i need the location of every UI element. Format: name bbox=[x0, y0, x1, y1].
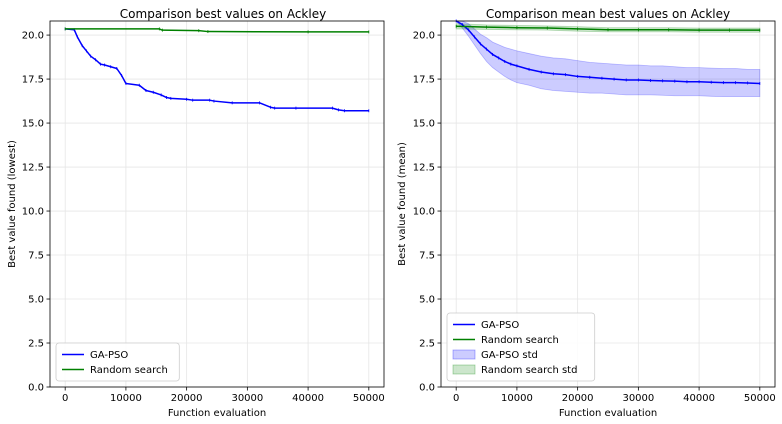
y-tick-label: 20.0 bbox=[413, 31, 435, 42]
y-tick-label: 17.5 bbox=[22, 75, 44, 86]
y-tick-label: 12.5 bbox=[22, 163, 44, 174]
x-tick-label: 0 bbox=[62, 393, 68, 404]
y-tick-label: 7.5 bbox=[419, 251, 435, 262]
right-plot-frame bbox=[440, 20, 776, 388]
y-tick-label: 2.5 bbox=[419, 339, 435, 350]
x-tick-label: 20000 bbox=[171, 393, 203, 404]
right-std-bands bbox=[455, 20, 761, 98]
left-y-axis-label: Best value found (lowest) bbox=[7, 140, 18, 268]
right-series-lines bbox=[455, 19, 761, 85]
legend-box bbox=[446, 312, 596, 382]
x-tick-label: 10000 bbox=[110, 393, 142, 404]
series-line-ga-pso bbox=[65, 28, 369, 112]
left-legend: GA-PSO Random search bbox=[55, 342, 180, 382]
x-tick-label: 30000 bbox=[231, 393, 263, 404]
legend-label: Random search std bbox=[481, 365, 577, 376]
legend-label: Random search bbox=[90, 365, 168, 376]
right-x-axis-label: Function evaluation bbox=[559, 408, 657, 419]
x-tick-label: 30000 bbox=[622, 393, 654, 404]
right-chart: Comparison mean best values on Ackley 0 1… bbox=[397, 7, 776, 419]
y-tick-label: 0.0 bbox=[419, 383, 435, 394]
x-tick-label: 20000 bbox=[562, 393, 594, 404]
right-legend: GA-PSO Random search GA-PSO std Random sear… bbox=[446, 312, 596, 382]
y-tick-label: 15.0 bbox=[22, 119, 44, 130]
x-tick-label: 10000 bbox=[501, 393, 533, 404]
y-tick-label: 20.0 bbox=[22, 31, 44, 42]
right-ticks: 0 10000 20000 30000 40000 50000 0.0 2.5 5.0 7.5 10… bbox=[413, 31, 776, 404]
y-tick-label: 2.5 bbox=[28, 339, 44, 350]
x-tick-label: 40000 bbox=[292, 393, 324, 404]
y-tick-label: 7.5 bbox=[28, 251, 44, 262]
x-tick-label: 40000 bbox=[683, 393, 715, 404]
series-line-random-search bbox=[65, 28, 369, 33]
legend-box bbox=[55, 342, 180, 382]
x-tick-label: 0 bbox=[453, 393, 459, 404]
left-ticks: 0 10000 20000 30000 40000 50000 0.0 2.5 5.0 7.5 10… bbox=[22, 31, 385, 404]
legend-label: GA-PSO bbox=[90, 350, 128, 361]
legend-label: GA-PSO std bbox=[481, 350, 538, 361]
legend-label: Random search bbox=[481, 335, 559, 346]
x-tick-label: 50000 bbox=[353, 393, 385, 404]
legend-swatch bbox=[452, 349, 476, 360]
left-chart: Comparison best values on Ackley 0 10000 2… bbox=[7, 7, 385, 419]
y-tick-label: 5.0 bbox=[28, 295, 44, 306]
x-tick-label: 50000 bbox=[744, 393, 776, 404]
left-plot-frame bbox=[49, 20, 385, 388]
right-chart-title: Comparison mean best values on Ackley bbox=[486, 7, 730, 21]
y-tick-label: 15.0 bbox=[413, 119, 435, 130]
left-x-axis-label: Function evaluation bbox=[168, 408, 266, 419]
y-tick-label: 12.5 bbox=[413, 163, 435, 174]
y-tick-label: 5.0 bbox=[419, 295, 435, 306]
left-series-lines bbox=[64, 27, 370, 113]
y-tick-label: 10.0 bbox=[413, 207, 435, 218]
left-grid bbox=[50, 21, 384, 388]
legend-swatch bbox=[452, 364, 476, 375]
right-y-axis-label: Best value found (mean) bbox=[397, 142, 408, 266]
y-tick-label: 0.0 bbox=[28, 383, 44, 394]
left-chart-title: Comparison best values on Ackley bbox=[120, 7, 326, 21]
y-tick-label: 17.5 bbox=[413, 75, 435, 86]
legend-label: GA-PSO bbox=[481, 320, 519, 331]
y-tick-label: 10.0 bbox=[22, 207, 44, 218]
